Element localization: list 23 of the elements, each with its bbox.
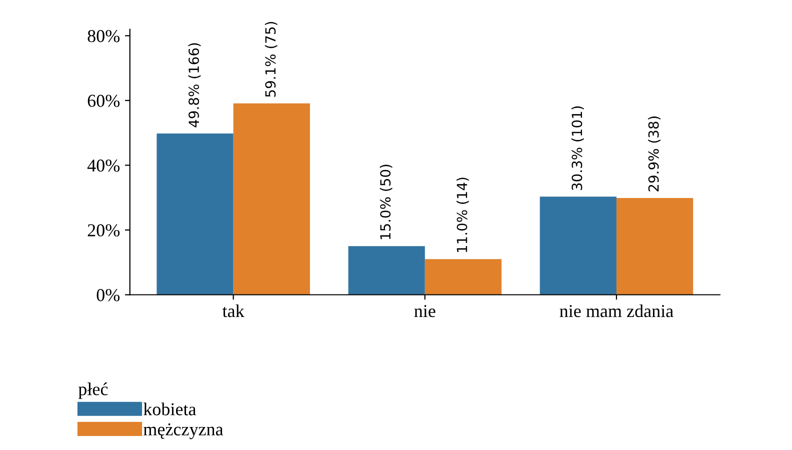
legend-label: mężczyzna <box>144 423 224 440</box>
bar <box>540 196 616 295</box>
data-label: 59.1% (75) <box>264 22 278 97</box>
x-tick-label: nie mam zdania <box>560 304 674 318</box>
data-label: 30.3% (101) <box>571 106 584 190</box>
y-tick-label: 0% <box>96 289 120 302</box>
bar <box>156 134 234 295</box>
x-tick-label: tak <box>222 304 244 318</box>
data-label: 15.0% (50) <box>380 164 392 240</box>
x-tick-label: nie <box>414 305 436 318</box>
bar <box>424 259 502 295</box>
data-label: 49.8% (166) <box>188 43 201 128</box>
y-tick-label: 20% <box>88 224 120 236</box>
bar <box>616 198 694 295</box>
y-tick-label: 40% <box>87 159 120 172</box>
bar <box>233 103 310 295</box>
y-tick-label: 60% <box>88 94 120 107</box>
legend-title: płeć <box>78 382 108 399</box>
legend-label: kobieta <box>144 402 196 416</box>
bar <box>348 246 425 295</box>
data-label: 29.9% (38) <box>648 116 660 192</box>
y-tick-label: 80% <box>88 30 120 42</box>
data-label: 11.0% (14) <box>456 178 469 252</box>
